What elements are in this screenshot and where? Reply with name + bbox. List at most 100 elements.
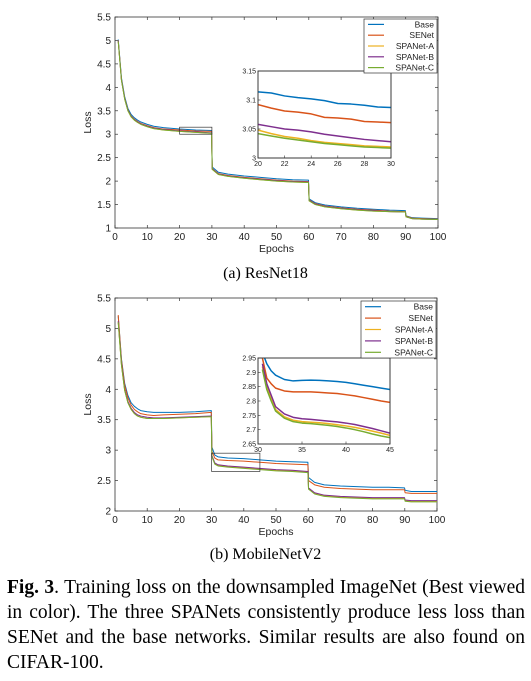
inset-x-tick-label: 45 [386, 447, 394, 454]
legend-label: SPANet-A [396, 41, 434, 51]
inset-y-tick-label: 3 [252, 156, 256, 163]
y-axis-label: Loss [82, 111, 94, 133]
legend-label: Base [415, 19, 435, 29]
inset-y-tick-label: 2.7 [246, 427, 256, 434]
y-axis-label: Loss [82, 393, 94, 415]
series-line-spanet-c [258, 132, 391, 149]
series-line-base [117, 39, 439, 220]
inset-y-tick-label: 2.75 [242, 413, 256, 420]
inset-chart: 20 22 24 26 28 30 3 3.05 3.1 3.15 [242, 69, 395, 169]
x-tick-label: 30 [206, 515, 218, 526]
x-tick-label: 70 [336, 232, 348, 243]
y-tick-label: 3 [105, 446, 111, 457]
series-line-spanet-b [117, 321, 437, 502]
figure-caption-label: Fig. 3 [7, 577, 55, 598]
inset-y-tick-label: 2.8 [246, 399, 256, 406]
series-line-senet [258, 103, 391, 124]
inset-x-tick-label: 30 [387, 161, 395, 168]
figure-caption: Fig. 3. Training loss on the downsampled… [7, 575, 525, 675]
y-tick-label: 4 [105, 83, 111, 94]
x-tick-label: 40 [238, 515, 250, 526]
series-line-spanet-a [258, 129, 391, 148]
inset-x-tick-label: 22 [281, 161, 289, 168]
x-tick-label: 30 [206, 232, 218, 243]
inset-x-tick-label: 26 [334, 161, 342, 168]
x-axis-label: Epochs [258, 526, 293, 538]
legend-label: Base [414, 302, 434, 312]
x-tick-label: 20 [174, 232, 186, 243]
series-line-senet [261, 358, 390, 404]
x-tick-label: 50 [270, 515, 282, 526]
x-tick-label: 80 [368, 232, 380, 243]
x-tick-label: 50 [271, 232, 283, 243]
legend-label: SENet [408, 313, 433, 323]
y-tick-label: 4.5 [97, 354, 111, 365]
series-line-spanet-c [261, 369, 390, 439]
x-tick-label: 100 [430, 232, 447, 243]
zoom-region-box [211, 452, 261, 472]
inset-x-tick-label: 35 [298, 447, 306, 454]
x-tick-label: 40 [239, 232, 251, 243]
y-tick-label: 1 [105, 224, 111, 235]
inset-y-tick-label: 3.05 [242, 127, 256, 134]
inset-x-tick-label: 28 [361, 161, 369, 168]
series-line-base [258, 91, 391, 109]
zoom-region-box [179, 126, 213, 135]
inset-frame [257, 70, 392, 159]
y-tick-label: 4.5 [97, 59, 111, 70]
y-tick-label: 5.5 [97, 294, 111, 305]
y-tick-label: 3 [105, 130, 111, 141]
chart-a-sublabel: (a) ResNet18 [223, 265, 308, 282]
legend-label: SENet [409, 30, 434, 40]
legend-label: SPANet-C [395, 63, 434, 73]
x-tick-label: 10 [142, 515, 154, 526]
y-tick-label: 5.5 [97, 13, 111, 24]
y-tick-label: 4 [105, 385, 111, 396]
inset-chart: 30 35 40 45 2.65 2.7 2.75 2.8 2.85 2.9 2.95 [242, 356, 394, 455]
x-axis-label: Epochs [259, 243, 294, 255]
legend-label: SPANet-B [396, 52, 434, 62]
y-tick-label: 3.5 [97, 415, 111, 426]
y-tick-label: 2 [105, 507, 111, 518]
inset-y-tick-label: 2.95 [242, 356, 256, 363]
inset-plot-area [257, 70, 392, 159]
inset-y-tick-label: 3.1 [246, 98, 256, 105]
x-tick-label: 10 [142, 232, 154, 243]
y-tick-label: 2.5 [97, 153, 111, 164]
series-line-spanet-a [261, 366, 390, 437]
inset-y-tick-label: 3.15 [242, 69, 256, 76]
x-tick-label: 20 [174, 515, 186, 526]
x-tick-label: 80 [367, 515, 379, 526]
x-tick-label: 100 [429, 515, 446, 526]
series-line-base [117, 316, 437, 493]
x-tick-label: 60 [303, 232, 315, 243]
y-tick-label: 3.5 [97, 106, 111, 117]
inset-y-tick-label: 2.85 [242, 384, 256, 391]
series-line-spanet-b [261, 363, 390, 434]
x-tick-label: 60 [303, 515, 315, 526]
inset-x-tick-label: 24 [307, 161, 315, 168]
y-tick-label: 2.5 [97, 476, 111, 487]
inset-x-tick-label: 30 [254, 447, 262, 454]
x-tick-label: 90 [399, 515, 411, 526]
legend-label: SPANet-B [395, 336, 433, 346]
chart-b-sublabel: (b) MobileNetV2 [209, 546, 322, 563]
chart-1: 0 10 20 30 40 50 60 70 80 90 100 2 2.5 3 3.5 4 4.5 5 5.5 Ep… [82, 294, 446, 539]
x-tick-label: 70 [335, 515, 347, 526]
series-line-spanet-c [117, 41, 439, 221]
series-line-base [263, 358, 390, 391]
figure-caption-text: . Training loss on the downsampled Image… [7, 577, 525, 673]
inset-x-tick-label: 40 [342, 447, 350, 454]
y-tick-label: 1.5 [97, 200, 111, 211]
x-tick-label: 0 [112, 232, 118, 243]
series-line-spanet-b [258, 123, 391, 143]
y-tick-label: 2 [105, 177, 111, 188]
inset-y-tick-label: 2.9 [246, 370, 256, 377]
inset-x-tick-label: 20 [254, 161, 262, 168]
x-tick-label: 0 [112, 515, 118, 526]
chart-0: 0 10 20 30 40 50 60 70 80 90 100 1 1.5 2 2.5 3 3.5 4 4.5 5 5… [82, 13, 447, 256]
series-line-spanet-c [117, 322, 437, 503]
series-line-senet [117, 315, 437, 494]
